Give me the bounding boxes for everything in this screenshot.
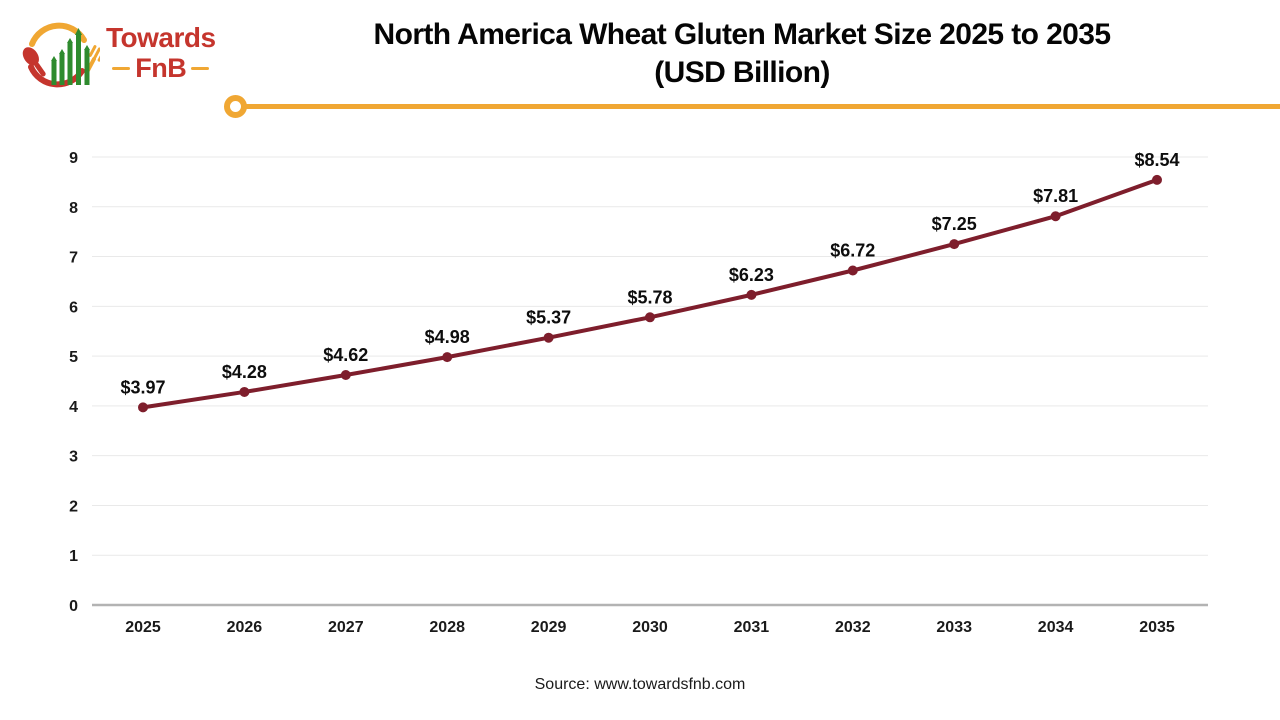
y-tick-label: 2 [69,498,78,515]
logo-wordmark: Towards FnB [106,24,216,82]
source-note: Source: www.towardsfnb.com [534,676,746,693]
data-point-label: $8.54 [1134,150,1179,170]
data-point-marker [543,332,554,343]
x-tick-label: 2031 [734,619,770,636]
data-point-label: $4.62 [323,345,368,365]
market-size-line-chart: 0 1 2 3 4 5 6 7 8 9 2025 2026 2027 2028 2029 2030 2031 20… [69,150,1208,636]
chart-title-line1: North America Wheat Gluten Market Size 2… [373,18,1111,51]
logo-right-dash [191,67,210,70]
x-tick-label: 2033 [936,619,972,636]
data-point-label: $5.78 [627,287,672,307]
data-point-marker [138,402,148,413]
data-point-label: $7.81 [1033,186,1078,206]
data-point-label: $4.98 [425,327,470,347]
x-tick-label: 2032 [835,619,871,636]
data-point-label: $6.72 [830,240,875,260]
data-point-label: $6.23 [729,265,774,285]
x-tick-label: 2025 [125,619,161,636]
title-underline-rule [244,104,1280,109]
data-point-label: $7.25 [932,214,977,234]
data-point-marker [746,289,757,300]
x-tick-label: 2028 [429,619,465,636]
x-tick-label: 2029 [531,619,567,636]
data-point-label: $5.37 [526,308,571,328]
data-point-marker [239,386,250,397]
data-point-label: $3.97 [120,377,165,397]
x-tick-label: 2035 [1139,619,1175,636]
y-tick-label: 7 [69,250,78,267]
data-point-marker [1152,174,1162,185]
y-tick-label: 6 [69,299,78,316]
towards-fnb-logo: Towards FnB [18,12,216,90]
data-point-marker [1050,211,1061,222]
data-point-label: $4.28 [222,362,267,382]
y-tick-label: 9 [69,150,78,167]
x-tick-label: 2034 [1038,619,1074,636]
data-point-marker [645,312,655,323]
x-tick-label: 2027 [328,619,364,636]
logo-brand-top: Towards [106,22,216,53]
x-tick-label: 2030 [632,619,668,636]
logo-brand-bottom: FnB [135,53,187,83]
data-point-marker [442,352,453,363]
x-tick-label: 2026 [227,619,263,636]
y-tick-label: 1 [69,548,78,565]
y-tick-label: 3 [69,449,78,466]
y-tick-label: 4 [69,399,78,416]
spoon-fork-growth-chart-icon [22,22,100,88]
chart-area: 0 1 2 3 4 5 6 7 8 9 2025 2026 2027 2028 2029 2030 2031 20… [0,130,1280,640]
data-point-marker [847,265,858,276]
data-point-marker [949,239,960,250]
logo-left-dash [112,67,131,70]
y-tick-label: 8 [69,200,78,217]
title-underline-circle [224,95,247,118]
y-tick-label: 0 [69,598,78,615]
data-point-marker [340,370,351,381]
chart-title-line2: (USD Billion) [654,56,830,89]
chart-title: North America Wheat Gluten Market Size 2… [204,16,1280,92]
y-tick-label: 5 [69,349,78,366]
